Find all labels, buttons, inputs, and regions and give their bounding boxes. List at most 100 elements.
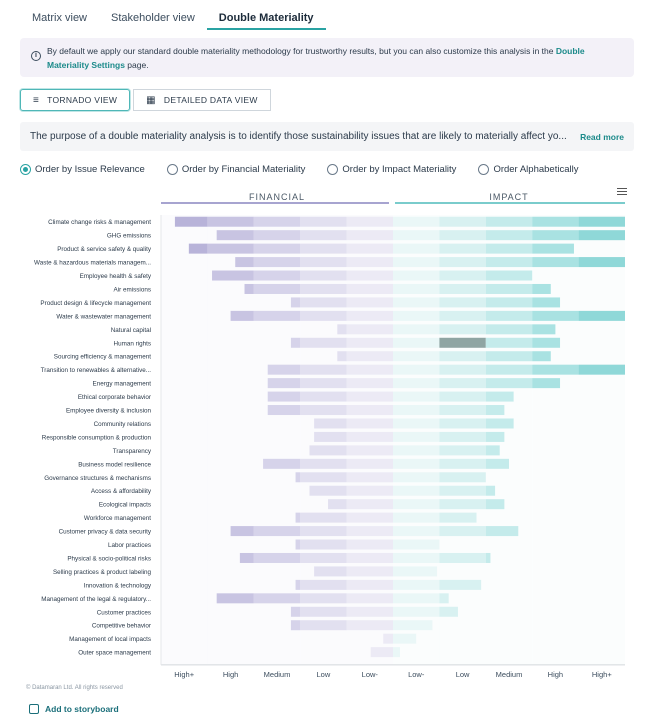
order-by-issue-relevance[interactable]: Order by Issue Relevance (20, 164, 145, 175)
order-by-impact-materiality[interactable]: Order by Impact Materiality (327, 164, 456, 175)
financial-bar (346, 593, 393, 604)
add-to-storyboard-button[interactable]: Add to storyboard (29, 704, 119, 714)
issue-label: Outer space management (78, 650, 151, 657)
impact-bar (439, 405, 486, 416)
financial-bar (346, 283, 393, 294)
financial-bar (253, 552, 301, 563)
view-tabs: Matrix view Stakeholder view Double Mate… (20, 0, 326, 30)
order-label: Order by Financial Materiality (181, 164, 306, 175)
financial-bar (346, 270, 393, 281)
impact-bar (485, 499, 505, 510)
issue-label: Air emissions (114, 286, 151, 293)
tab-matrix-view[interactable]: Matrix view (32, 12, 88, 24)
impact-bar (439, 593, 449, 604)
impact-bar (393, 620, 433, 631)
financial-bar (253, 257, 301, 268)
impact-bar (439, 257, 486, 268)
financial-bar (346, 378, 393, 389)
impact-bar (439, 324, 486, 335)
storyboard-icon (29, 704, 39, 714)
financial-band (161, 215, 208, 665)
financial-bar (300, 405, 347, 416)
issue-label: GHG emissions (107, 233, 151, 240)
x-tick-label: High+ (174, 670, 194, 679)
financial-bar (300, 552, 347, 563)
issue-label: Selling practices & product labeling (53, 569, 152, 576)
radio-dot (478, 164, 490, 175)
issue-label: Access & affordability (91, 488, 152, 495)
financial-bar (253, 593, 301, 604)
issue-label: Labor practices (108, 542, 151, 549)
impact-bar (578, 216, 625, 227)
issue-label: Water & wastewater management (56, 313, 151, 320)
financial-bar (346, 310, 393, 321)
financial-bar (267, 405, 301, 416)
impact-bar (439, 499, 486, 510)
order-alphabetically[interactable]: Order Alphabetically (478, 164, 578, 175)
financial-bar (346, 391, 393, 402)
impact-bar (485, 257, 533, 268)
impact-bar (393, 552, 440, 563)
financial-bar (295, 472, 301, 483)
issue-label: Product & service safety & quality (57, 246, 152, 253)
issue-label: Energy management (93, 381, 152, 388)
impact-bar (532, 297, 561, 308)
tab-double-materiality[interactable]: Double Materiality (206, 0, 326, 30)
impact-bar (393, 633, 417, 644)
financial-bar (188, 243, 208, 254)
financial-bar (346, 552, 393, 563)
impact-bar (393, 566, 438, 577)
tornado-view-label: TORNADO VIEW (47, 95, 118, 105)
financial-bar (300, 283, 347, 294)
impact-bar (439, 445, 486, 456)
financial-bar (300, 458, 347, 469)
financial-bar (263, 458, 301, 469)
tab-stakeholder-view[interactable]: Stakeholder view (111, 12, 195, 24)
financial-bar (253, 230, 301, 241)
financial-bar (267, 378, 301, 389)
notice-suffix: page. (124, 60, 149, 70)
chart-menu-icon[interactable] (617, 186, 627, 197)
financial-bar (314, 431, 347, 442)
read-more-link[interactable]: Read more (580, 131, 624, 142)
issue-label: Sourcing efficiency & management (54, 354, 151, 361)
impact-bar (393, 606, 440, 617)
impact-bar (485, 485, 496, 496)
impact-header: IMPACT (489, 192, 528, 202)
financial-bar (346, 526, 393, 537)
impact-bar (439, 297, 486, 308)
issue-label: Workforce management (84, 515, 151, 522)
financial-bar (346, 472, 393, 483)
view-toggle: ≡ TORNADO VIEW ▦ DETAILED DATA VIEW (20, 89, 271, 111)
financial-bar (346, 485, 393, 496)
financial-bar (346, 337, 393, 348)
financial-bar (328, 499, 347, 510)
impact-bar (393, 499, 440, 510)
financial-bar (230, 526, 254, 537)
financial-bar (346, 606, 393, 617)
financial-bar (300, 526, 347, 537)
purpose-text: The purpose of a double materiality anal… (30, 131, 567, 142)
tornado-view-button[interactable]: ≡ TORNADO VIEW (20, 89, 131, 111)
order-by-financial-materiality[interactable]: Order by Financial Materiality (166, 164, 306, 175)
financial-bar (253, 243, 301, 254)
impact-bar (393, 539, 440, 550)
impact-bar (439, 606, 458, 617)
financial-bar (300, 472, 347, 483)
financial-bar (346, 499, 393, 510)
financial-bar (314, 418, 347, 429)
impact-bar (393, 526, 440, 537)
double-materiality-settings-link[interactable]: Double Materiality Settings (47, 46, 585, 70)
issue-label: Waste & hazardous materials managem... (34, 260, 151, 267)
financial-bar (295, 539, 301, 550)
financial-bar (346, 539, 393, 550)
impact-bar (532, 216, 579, 227)
financial-bar (346, 297, 393, 308)
financial-bar (346, 431, 393, 442)
financial-bar (253, 283, 301, 294)
impact-bar (393, 364, 440, 375)
impact-bar (578, 364, 625, 375)
detailed-data-view-button[interactable]: ▦ DETAILED DATA VIEW (133, 89, 271, 111)
x-tick-label: Low (456, 670, 470, 679)
impact-bar (439, 337, 486, 348)
